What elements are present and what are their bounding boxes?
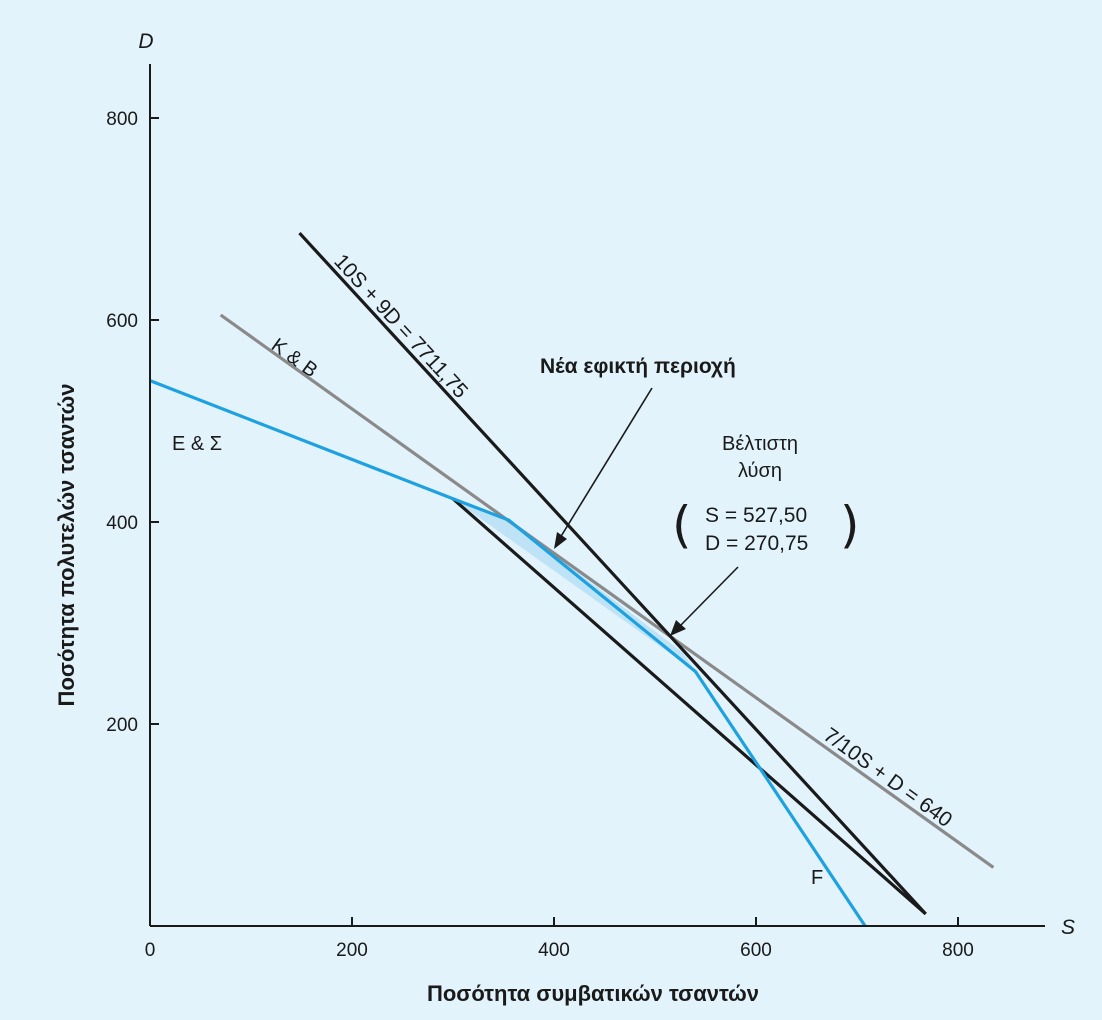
- chart-marks: [149, 232, 995, 927]
- series-line-f: [451, 497, 927, 916]
- arrow-new-region: [559, 387, 653, 539]
- paren-right: ): [840, 496, 860, 554]
- x-tick-label: 400: [538, 940, 570, 961]
- y-tick-label: 600: [106, 311, 138, 332]
- label-optimal-1: Βέλτιστη: [722, 433, 798, 455]
- x-tick-label: 800: [942, 940, 974, 961]
- y-axis-var: D: [138, 30, 153, 53]
- x-tick-label: 200: [336, 940, 368, 961]
- series-line-cb: [219, 313, 995, 869]
- y-axis-label: Ποσότητα πολυτελών τσαντών: [54, 384, 79, 707]
- x-axis-label: Ποσότητα συμβατικών τσαντών: [427, 981, 759, 1006]
- arrow-new-region-head: [554, 532, 567, 549]
- label-optimal-d: D = 270,75: [705, 532, 808, 555]
- arrow-optimal-head: [670, 620, 686, 636]
- series-line-objective: [298, 232, 927, 915]
- feasible-region: [453, 498, 696, 672]
- series-line-es: [149, 379, 867, 927]
- label-optimal-2: λύση: [738, 460, 782, 482]
- label-new-region: Νέα εφικτή περιοχή: [540, 355, 736, 378]
- x-axis-var: S: [1061, 916, 1075, 939]
- label-f: F: [811, 867, 823, 889]
- label-es: Ε & Σ: [172, 433, 222, 455]
- x-tick-label: 600: [740, 940, 772, 961]
- ticks: 0 200 400 600 800 200 400 600 800: [106, 109, 974, 961]
- arrow-optimal: [679, 566, 739, 627]
- y-tick-label: 800: [106, 109, 138, 130]
- paren-left: (: [672, 496, 692, 554]
- y-tick-label: 200: [106, 715, 138, 736]
- label-optimal-s: S = 527,50: [705, 504, 807, 527]
- y-tick-label: 400: [106, 513, 138, 534]
- x-tick-label: 0: [145, 940, 156, 961]
